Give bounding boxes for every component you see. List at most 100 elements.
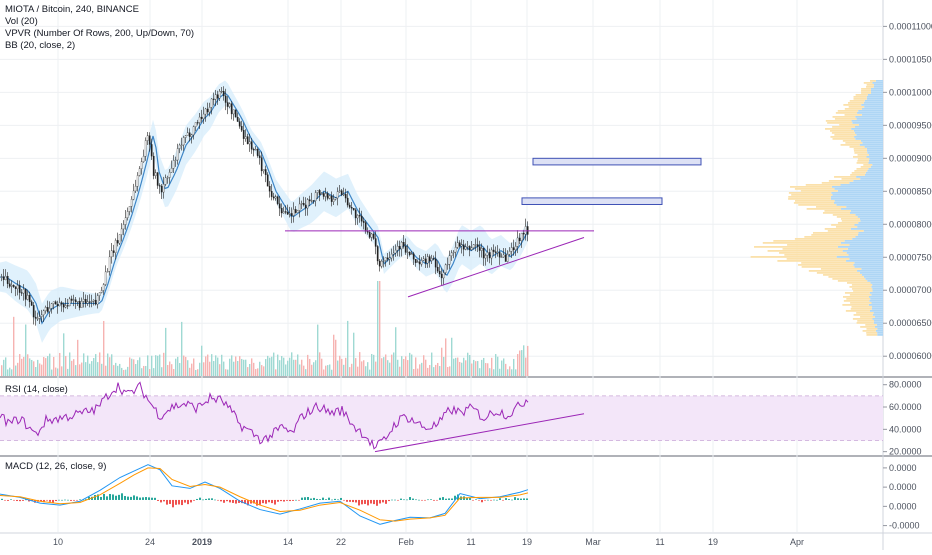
macd-histogram-bar bbox=[367, 499, 369, 506]
candle-body bbox=[238, 121, 241, 127]
vpvr-bar bbox=[767, 250, 843, 252]
vpvr-bar bbox=[855, 116, 883, 118]
rsi-pane-title[interactable]: RSI (14, close) bbox=[5, 384, 68, 395]
volume-bar bbox=[463, 357, 465, 376]
macd-line bbox=[0, 464, 529, 525]
candles bbox=[0, 86, 529, 326]
macd-histogram-bar bbox=[343, 499, 345, 501]
volume-bar bbox=[327, 365, 329, 376]
vpvr-bar bbox=[832, 194, 883, 196]
volume-bar bbox=[195, 369, 197, 376]
volume-bar bbox=[309, 358, 311, 376]
macd-histogram-bar bbox=[358, 499, 360, 506]
rsi-y-tick-label: 60.0000 bbox=[889, 402, 922, 412]
x-tick-label: 22 bbox=[336, 537, 346, 547]
vpvr-bar bbox=[849, 244, 883, 246]
candle-body bbox=[286, 211, 289, 215]
vpvr-bar bbox=[839, 124, 859, 126]
volume-bar bbox=[501, 360, 503, 376]
candle-body bbox=[66, 305, 69, 307]
candle-body bbox=[416, 261, 419, 263]
vpvr-bar bbox=[832, 214, 856, 216]
candle-body bbox=[92, 299, 95, 302]
volume-bar bbox=[179, 363, 181, 376]
volume-bar bbox=[65, 356, 67, 376]
volume-bar bbox=[263, 366, 265, 376]
vpvr-bar bbox=[869, 158, 883, 160]
candle-body bbox=[160, 185, 163, 193]
macd-pane-title[interactable]: MACD (12, 26, close, 9) bbox=[5, 461, 107, 472]
volume-bar bbox=[287, 360, 289, 376]
candle-body bbox=[294, 209, 297, 213]
vpvr-bar bbox=[836, 204, 883, 206]
volume-bar bbox=[471, 363, 473, 376]
volume-bar bbox=[69, 352, 71, 376]
candle-body bbox=[348, 204, 351, 208]
candle-body bbox=[288, 213, 291, 215]
macd-histogram-bar bbox=[487, 499, 489, 501]
macd-histogram-bar bbox=[337, 499, 339, 501]
volume-bar bbox=[395, 327, 397, 376]
volume-bar bbox=[173, 369, 175, 376]
macd-histogram-bar bbox=[523, 498, 525, 500]
macd-histogram-bar bbox=[472, 499, 474, 501]
vpvr-bar bbox=[859, 144, 883, 146]
volume-bar bbox=[527, 345, 529, 376]
vpvr-bar bbox=[860, 178, 883, 180]
volume-bar bbox=[137, 360, 139, 376]
candle-body bbox=[326, 193, 329, 199]
volume-bar bbox=[111, 354, 113, 376]
chart-title[interactable]: MIOTA / Bitcoin, 240, BINANCE bbox=[5, 4, 139, 15]
vpvr-bar bbox=[834, 188, 883, 190]
candle-body bbox=[200, 116, 203, 119]
vpvr-bar bbox=[870, 298, 883, 300]
volume-bar bbox=[79, 364, 81, 376]
macd-histogram-bar bbox=[496, 499, 498, 501]
y-tick-label: 0.00009000 bbox=[889, 153, 932, 163]
indicator-vpvr-label[interactable]: VPVR (Number Of Rows, 200, Up/Down, 70) bbox=[5, 28, 195, 39]
candle-body bbox=[150, 144, 153, 157]
candle-body bbox=[492, 249, 495, 252]
volume-bar bbox=[311, 364, 313, 376]
volume-bar bbox=[37, 359, 39, 376]
candle-body bbox=[174, 159, 177, 161]
x-tick-label: Feb bbox=[398, 537, 414, 547]
target-box bbox=[532, 157, 702, 166]
macd-y-tick-label: 0.0000 bbox=[889, 482, 917, 492]
candle-body bbox=[210, 98, 213, 108]
macd-histogram-bar bbox=[100, 496, 102, 500]
vpvr-bar bbox=[865, 324, 877, 326]
volume-bar bbox=[127, 366, 129, 376]
vpvr-bar bbox=[864, 100, 883, 102]
candle-body bbox=[58, 302, 61, 307]
macd-histogram-bar bbox=[517, 498, 519, 500]
macd-histogram-bar bbox=[415, 499, 417, 501]
volume-bar bbox=[49, 353, 51, 376]
volume-bar bbox=[389, 362, 391, 376]
volume-bar bbox=[25, 324, 27, 376]
macd-histogram-bar bbox=[49, 499, 51, 502]
volume-bar bbox=[465, 360, 467, 376]
vpvr-bar bbox=[850, 302, 872, 304]
macd-histogram-bar bbox=[226, 499, 228, 502]
volume-bar bbox=[225, 369, 227, 376]
vpvr-bar bbox=[801, 266, 855, 268]
candle-body bbox=[228, 103, 231, 107]
macd-histogram-bar bbox=[307, 497, 309, 500]
vpvr-bar bbox=[845, 142, 863, 144]
candle-body bbox=[46, 307, 49, 312]
indicator-bb-label[interactable]: BB (20, close, 2) bbox=[5, 40, 76, 51]
volume-bar bbox=[77, 339, 79, 376]
candle-body bbox=[448, 255, 451, 265]
candle-body bbox=[490, 249, 493, 259]
indicator-vol-label[interactable]: Vol (20) bbox=[5, 16, 38, 27]
candle-body bbox=[186, 132, 189, 136]
volume-bar bbox=[23, 356, 25, 376]
candle-body bbox=[6, 275, 9, 284]
vpvr-bar bbox=[868, 162, 883, 164]
vpvr-bar bbox=[863, 164, 873, 166]
macd-histogram-bar bbox=[430, 499, 432, 500]
vpvr-bar bbox=[872, 318, 883, 320]
volume-bar bbox=[361, 361, 363, 376]
volume-bar bbox=[305, 369, 307, 376]
